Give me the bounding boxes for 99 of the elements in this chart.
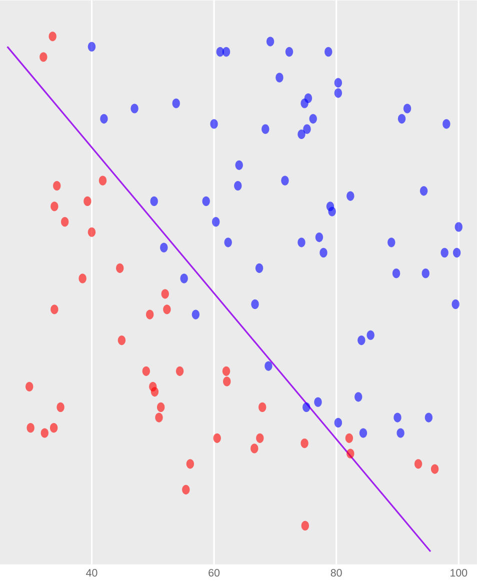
point — [359, 428, 368, 438]
point — [40, 52, 48, 62]
point — [388, 238, 396, 248]
point — [250, 444, 258, 454]
x-tick-label: 100 — [450, 569, 468, 577]
point — [358, 335, 366, 346]
point — [304, 93, 312, 103]
point — [442, 119, 450, 129]
point — [223, 376, 231, 386]
point — [182, 484, 190, 494]
point — [302, 402, 310, 412]
x-tick-label: 80 — [330, 569, 342, 577]
point — [40, 428, 48, 438]
point — [50, 423, 58, 433]
point — [180, 274, 188, 284]
point — [118, 335, 126, 346]
point — [346, 191, 354, 201]
point — [150, 386, 159, 397]
point — [88, 42, 96, 52]
point — [161, 289, 169, 299]
point — [234, 180, 242, 191]
point — [394, 412, 402, 422]
point — [324, 47, 332, 57]
point — [150, 196, 158, 206]
point — [116, 263, 124, 273]
point — [53, 180, 61, 191]
point — [396, 428, 404, 438]
point — [424, 412, 433, 422]
point — [354, 392, 362, 402]
point — [202, 196, 210, 206]
point — [235, 160, 243, 170]
point — [100, 114, 108, 124]
point — [422, 268, 430, 278]
point — [251, 299, 259, 310]
x-tick-label: 60 — [208, 569, 220, 577]
point — [285, 47, 294, 57]
point — [163, 304, 171, 314]
point — [334, 88, 342, 98]
point — [303, 124, 311, 134]
point — [320, 248, 328, 258]
point — [130, 104, 138, 114]
point — [452, 248, 461, 258]
point — [454, 222, 462, 232]
point — [192, 310, 200, 320]
point — [78, 274, 86, 284]
point — [160, 242, 168, 252]
point — [262, 124, 270, 134]
point — [314, 397, 322, 407]
point — [300, 438, 308, 448]
point — [256, 433, 264, 443]
point — [155, 412, 163, 422]
point — [142, 366, 150, 376]
point — [222, 366, 230, 376]
point — [88, 227, 96, 237]
point — [255, 263, 264, 273]
point — [440, 248, 448, 258]
point — [258, 402, 266, 412]
point — [213, 433, 221, 443]
point — [345, 433, 354, 443]
point — [301, 520, 309, 530]
point — [176, 366, 184, 376]
point — [264, 361, 272, 371]
point — [48, 32, 56, 42]
point — [224, 238, 232, 248]
point — [60, 217, 69, 227]
point — [98, 176, 107, 186]
point — [210, 119, 218, 129]
point — [172, 98, 180, 108]
point — [50, 202, 58, 212]
point — [420, 186, 428, 196]
point — [56, 402, 64, 412]
point — [212, 217, 220, 227]
point — [392, 268, 400, 278]
point — [366, 330, 374, 340]
point — [398, 114, 406, 124]
point — [222, 47, 230, 57]
point — [328, 206, 336, 216]
point — [50, 304, 58, 314]
point — [266, 36, 274, 46]
point — [186, 459, 194, 469]
point — [298, 129, 306, 140]
x-tick-label: 40 — [86, 569, 98, 577]
point — [309, 114, 317, 124]
point — [26, 382, 34, 392]
point — [276, 72, 284, 82]
point — [281, 176, 289, 186]
point — [452, 299, 460, 310]
point — [403, 104, 412, 114]
point — [156, 402, 165, 412]
point — [84, 196, 92, 206]
point — [146, 310, 154, 320]
point — [430, 464, 439, 474]
point — [298, 238, 306, 248]
point — [334, 418, 342, 428]
point — [346, 448, 354, 458]
point — [26, 423, 34, 433]
point — [315, 232, 324, 242]
point — [334, 78, 342, 88]
point — [414, 459, 422, 469]
